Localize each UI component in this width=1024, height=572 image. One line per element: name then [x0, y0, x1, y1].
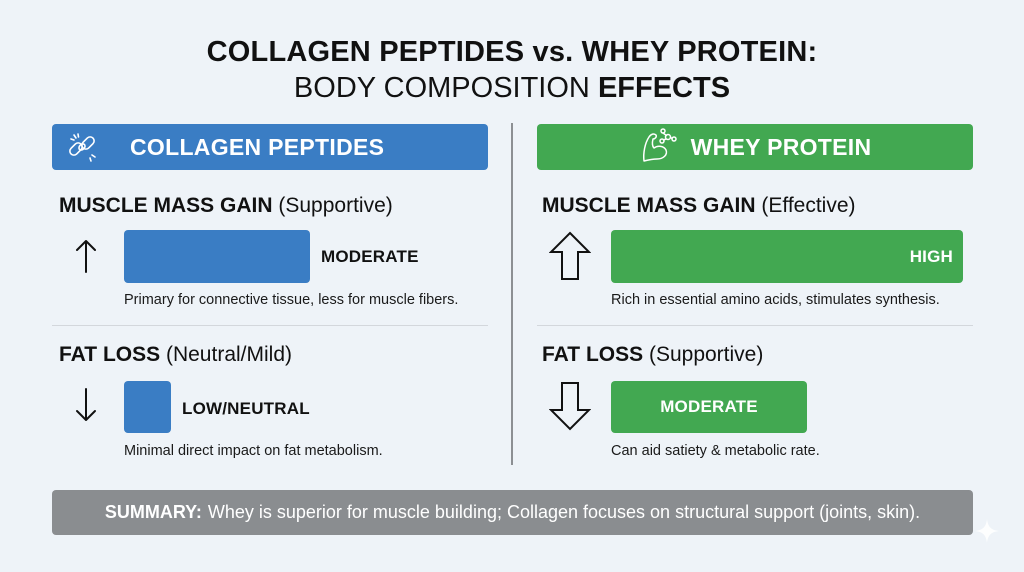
- metric-name: FAT LOSS: [542, 343, 644, 366]
- summary-text: Whey is superior for muscle building; Co…: [207, 502, 921, 522]
- whey-fat-level: MODERATE: [660, 397, 758, 416]
- metric-name: MUSCLE MASS GAIN: [542, 194, 756, 217]
- collagen-fat-title: FAT LOSS (Neutral/Mild): [59, 343, 292, 367]
- metric-qualifier: (Supportive): [278, 194, 393, 217]
- flexed-bicep-molecule-icon: [639, 127, 679, 167]
- thin-arrow-down-icon: [74, 387, 98, 428]
- title-line-2: BODY COMPOSITION EFFECTS: [0, 70, 1024, 106]
- whey-muscle-level: HIGH: [909, 246, 953, 266]
- whey-muscle-bar: HIGH: [611, 230, 963, 283]
- whey-header: WHEY PROTEIN: [537, 124, 973, 170]
- collagen-header-label: COLLAGEN PEPTIDES: [130, 133, 385, 160]
- whey-muscle-title: MUSCLE MASS GAIN (Effective): [542, 194, 856, 218]
- whey-header-label: WHEY PROTEIN: [690, 133, 872, 160]
- title-line-1: COLLAGEN PEPTIDES vs. WHEY PROTEIN:: [206, 36, 818, 68]
- whey-fat-title: FAT LOSS (Supportive): [542, 343, 763, 367]
- metric-qualifier: (Neutral/Mild): [165, 343, 292, 366]
- metric-qualifier: (Supportive): [648, 343, 764, 366]
- collagen-header: COLLAGEN PEPTIDES: [52, 124, 488, 170]
- collagen-muscle-description: Primary for connective tissue, less for …: [124, 292, 459, 308]
- thin-arrow-up-icon: [74, 238, 98, 279]
- collagen-muscle-bar: [124, 230, 310, 283]
- collagen-fat-bar: [124, 381, 171, 433]
- collagen-fat-description: Minimal direct impact on fat metabolism.: [124, 443, 383, 459]
- collagen-section-separator: [52, 325, 488, 326]
- metric-qualifier: (Effective): [761, 194, 856, 217]
- metric-name: MUSCLE MASS GAIN: [59, 194, 273, 217]
- whey-fat-description: Can aid satiety & metabolic rate.: [611, 443, 820, 459]
- title-line-2-bold: EFFECTS: [597, 72, 731, 104]
- sparkle-icon: [974, 518, 1000, 549]
- metric-name: FAT LOSS: [59, 343, 161, 366]
- chain-link-icon: [66, 130, 100, 164]
- summary-label: SUMMARY:: [104, 502, 202, 522]
- title-line-2-regular: BODY COMPOSITION: [293, 72, 590, 104]
- whey-fat-bar: MODERATE: [611, 381, 807, 433]
- collagen-fat-level: LOW/NEUTRAL: [182, 399, 310, 418]
- outline-arrow-down-icon: [548, 381, 592, 436]
- summary-banner: SUMMARY: Whey is superior for muscle bui…: [52, 490, 973, 535]
- collagen-muscle-title: MUSCLE MASS GAIN (Supportive): [59, 194, 393, 218]
- collagen-muscle-level: MODERATE: [321, 247, 419, 266]
- outline-arrow-up-icon: [548, 231, 592, 286]
- column-divider: [511, 123, 513, 465]
- page-title: COLLAGEN PEPTIDES vs. WHEY PROTEIN: BODY…: [0, 34, 1024, 106]
- whey-section-separator: [537, 325, 973, 326]
- whey-muscle-description: Rich in essential amino acids, stimulate…: [611, 292, 940, 308]
